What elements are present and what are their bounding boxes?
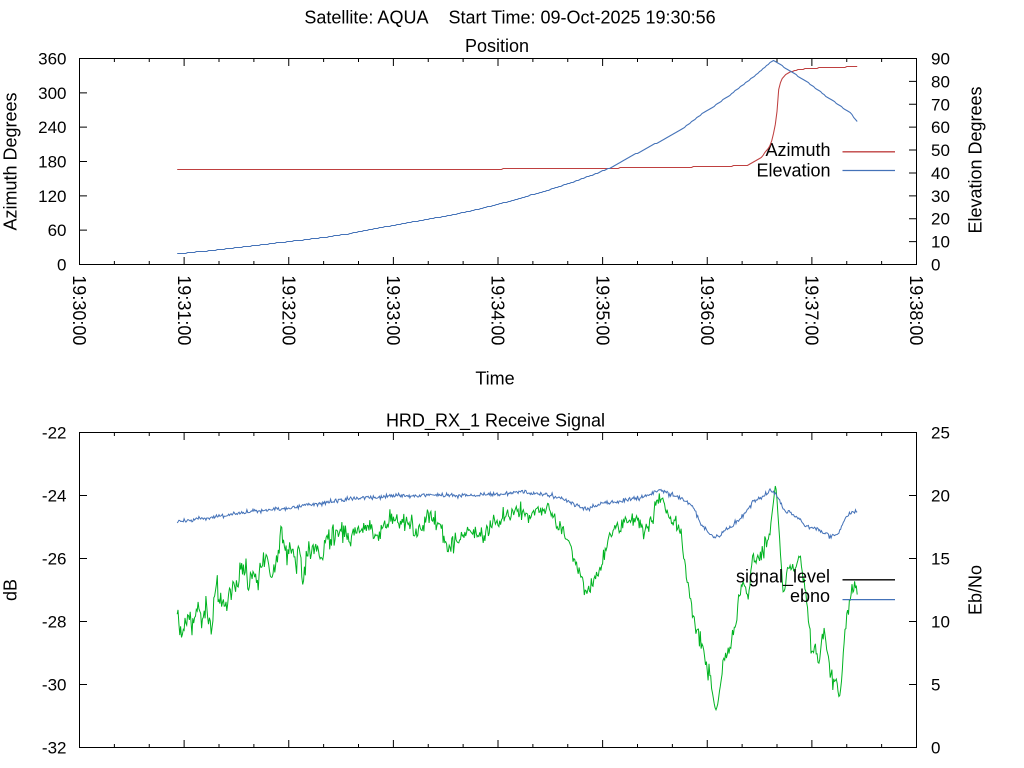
svg-text:19:31:00: 19:31:00 (174, 275, 194, 345)
svg-text:50: 50 (931, 141, 950, 160)
svg-text:30: 30 (931, 187, 950, 206)
svg-text:Azimuth: Azimuth (765, 140, 830, 160)
svg-text:HRD_RX_1 Receive Signal: HRD_RX_1 Receive Signal (386, 411, 605, 432)
svg-text:19:32:00: 19:32:00 (278, 275, 298, 345)
svg-text:Elevation Degrees: Elevation Degrees (966, 86, 986, 233)
svg-text:-32: -32 (42, 739, 67, 758)
svg-text:Elevation: Elevation (756, 161, 830, 181)
svg-text:-22: -22 (42, 424, 67, 443)
svg-text:300: 300 (38, 84, 66, 103)
svg-text:0: 0 (931, 256, 940, 275)
svg-text:25: 25 (931, 424, 950, 443)
svg-text:10: 10 (931, 613, 950, 632)
svg-text:19:35:00: 19:35:00 (592, 275, 612, 345)
svg-text:20: 20 (931, 487, 950, 506)
svg-text:120: 120 (38, 187, 66, 206)
svg-text:19:30:00: 19:30:00 (69, 275, 89, 345)
svg-text:60: 60 (48, 221, 67, 240)
svg-text:15: 15 (931, 550, 950, 569)
svg-text:19:38:00: 19:38:00 (906, 275, 926, 345)
svg-text:Eb/No: Eb/No (966, 565, 986, 615)
svg-text:360: 360 (38, 50, 66, 69)
svg-text:5: 5 (931, 676, 940, 695)
svg-text:Satellite: AQUA Start Time:: Satellite: AQUA Start Time: 09-Oct-2025 … (304, 8, 715, 28)
svg-text:-24: -24 (42, 487, 67, 506)
svg-text:90: 90 (931, 50, 950, 69)
svg-text:19:33:00: 19:33:00 (383, 275, 403, 345)
svg-text:Position: Position (465, 36, 529, 56)
svg-text:240: 240 (38, 118, 66, 137)
svg-text:19:36:00: 19:36:00 (697, 275, 717, 345)
svg-text:70: 70 (931, 95, 950, 114)
svg-text:19:34:00: 19:34:00 (488, 275, 508, 345)
svg-text:80: 80 (931, 72, 950, 91)
svg-text:180: 180 (38, 153, 66, 172)
svg-text:10: 10 (931, 233, 950, 252)
svg-text:dB: dB (1, 579, 21, 601)
svg-text:-28: -28 (42, 613, 67, 632)
svg-text:ebno: ebno (790, 586, 830, 606)
svg-text:signal_level: signal_level (736, 567, 830, 588)
svg-text:0: 0 (57, 256, 66, 275)
svg-text:Time: Time (475, 368, 514, 388)
svg-text:19:37:00: 19:37:00 (802, 275, 822, 345)
svg-text:Azimuth Degrees: Azimuth Degrees (1, 92, 21, 230)
svg-text:0: 0 (931, 739, 940, 758)
svg-text:-30: -30 (42, 676, 67, 695)
svg-text:20: 20 (931, 210, 950, 229)
svg-text:60: 60 (931, 118, 950, 137)
svg-text:-26: -26 (42, 550, 67, 569)
svg-text:40: 40 (931, 164, 950, 183)
